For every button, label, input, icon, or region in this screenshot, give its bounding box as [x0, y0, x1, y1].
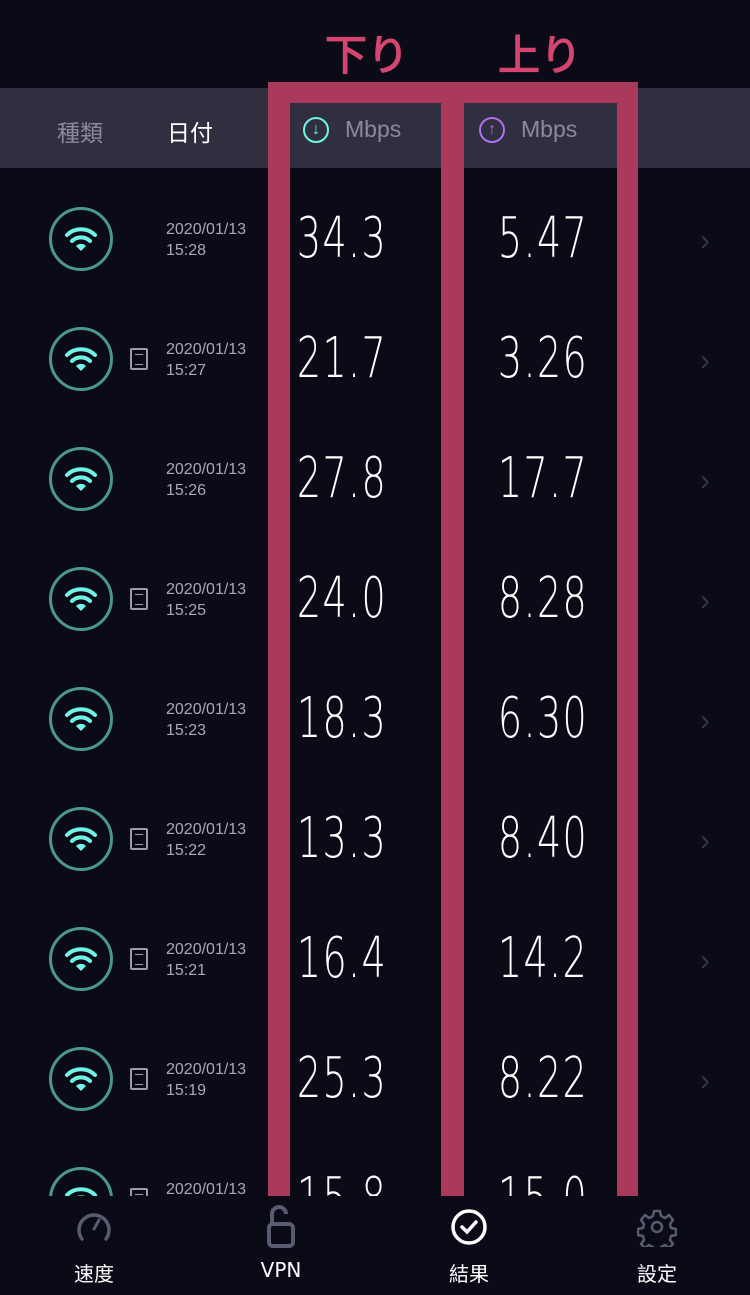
lock-icon — [221, 1204, 341, 1250]
download-speed: 16.4 — [296, 926, 388, 991]
upload-speed: 8.40 — [497, 806, 589, 871]
result-row[interactable]: 2020/01/13 15:27 21.7 3.26 › — [0, 288, 750, 408]
sort-date[interactable]: 日付 — [167, 121, 213, 147]
wifi-icon — [49, 927, 113, 991]
download-unit: Mbps — [345, 116, 402, 142]
result-datetime: 2020/01/13 15:23 — [166, 701, 247, 739]
result-row[interactable]: 2020/01/13 15.8 15.0 › — [0, 1128, 750, 1196]
memo-icon — [130, 348, 148, 370]
result-row[interactable]: 2020/01/13 15:28 34.3 5.47 › — [0, 168, 750, 288]
result-datetime: 2020/01/13 15:21 — [166, 941, 247, 979]
upload-arrow-icon: ↑ — [479, 116, 505, 143]
wifi-icon — [49, 207, 113, 271]
upload-speed: 15.0 — [475, 1166, 611, 1196]
wifi-icon — [49, 687, 113, 751]
chevron-right-icon: › — [700, 464, 710, 497]
result-datetime: 2020/01/13 15:27 — [166, 341, 247, 379]
result-row[interactable]: 2020/01/13 15:26 27.8 17.7 › — [0, 408, 750, 528]
download-speed: 21.7 — [296, 326, 388, 391]
upload-speed: 6.30 — [497, 686, 589, 751]
upload-speed: 5.47 — [497, 206, 589, 271]
result-row[interactable]: 2020/01/13 15:22 13.3 8.40 › — [0, 768, 750, 888]
upload-annotation: 上り — [498, 31, 583, 80]
upload-speed: 3.26 — [497, 326, 589, 391]
result-row[interactable]: 2020/01/13 15:23 18.3 6.30 › — [0, 648, 750, 768]
tab-settings[interactable]: 設定 — [597, 1204, 717, 1287]
chevron-right-icon: › — [700, 224, 710, 257]
download-speed: 27.8 — [296, 446, 388, 511]
upload-speed: 8.22 — [497, 1046, 589, 1111]
chevron-right-icon: › — [700, 1064, 710, 1097]
tab-bar: 速度 VPN 結果 設定 — [0, 1196, 750, 1295]
result-datetime: 2020/01/13 15:22 — [166, 821, 247, 859]
result-datetime: 2020/01/13 15:25 — [166, 581, 247, 619]
chevron-right-icon: › — [700, 704, 710, 737]
result-row[interactable]: 2020/01/13 15:19 25.3 8.22 › — [0, 1008, 750, 1128]
result-datetime: 2020/01/13 15:26 — [166, 461, 247, 499]
download-speed: 15.8 — [274, 1166, 410, 1196]
wifi-icon — [49, 1167, 113, 1196]
download-unit-header[interactable]: ↓ Mbps — [303, 116, 401, 143]
tab-speed[interactable]: 速度 — [34, 1204, 154, 1287]
result-row[interactable]: 2020/01/13 15:25 24.0 8.28 › — [0, 528, 750, 648]
tab-vpn[interactable]: VPN — [221, 1204, 341, 1282]
wifi-icon — [49, 447, 113, 511]
wifi-icon — [49, 1047, 113, 1111]
download-speed: 25.3 — [296, 1046, 388, 1111]
upload-unit-header[interactable]: ↑ Mbps — [479, 116, 577, 143]
speedometer-icon — [34, 1204, 154, 1250]
wifi-icon — [49, 327, 113, 391]
download-arrow-icon: ↓ — [303, 116, 329, 143]
download-speed: 13.3 — [296, 806, 388, 871]
result-datetime: 2020/01/13 15:28 — [166, 221, 247, 259]
chevron-right-icon: › — [700, 824, 710, 857]
chevron-right-icon: › — [700, 944, 710, 977]
sort-type[interactable]: 種類 — [57, 121, 103, 147]
chevron-right-icon: › — [700, 584, 710, 617]
chevron-right-icon: › — [700, 1184, 710, 1196]
memo-icon — [130, 828, 148, 850]
upload-speed: 14.2 — [497, 926, 589, 991]
download-speed: 24.0 — [296, 566, 388, 631]
memo-icon — [130, 1188, 148, 1196]
upload-speed: 17.7 — [497, 446, 589, 511]
download-speed: 34.3 — [296, 206, 388, 271]
download-annotation: 下り — [325, 31, 410, 80]
result-datetime: 2020/01/13 — [166, 1181, 247, 1196]
tab-results[interactable]: 結果 — [409, 1204, 529, 1287]
check-circle-icon — [409, 1204, 529, 1250]
result-datetime: 2020/01/13 15:19 — [166, 1061, 247, 1099]
upload-unit: Mbps — [521, 116, 578, 142]
upload-speed: 8.28 — [497, 566, 589, 631]
memo-icon — [130, 588, 148, 610]
memo-icon — [130, 1068, 148, 1090]
download-speed: 18.3 — [296, 686, 388, 751]
memo-icon — [130, 948, 148, 970]
gear-icon — [597, 1204, 717, 1250]
wifi-icon — [49, 567, 113, 631]
result-row[interactable]: 2020/01/13 15:21 16.4 14.2 › — [0, 888, 750, 1008]
chevron-right-icon: › — [700, 344, 710, 377]
results-list: 2020/01/13 15:28 34.3 5.47 › 2020/01/13 15… — [0, 168, 750, 1196]
wifi-icon — [49, 807, 113, 871]
